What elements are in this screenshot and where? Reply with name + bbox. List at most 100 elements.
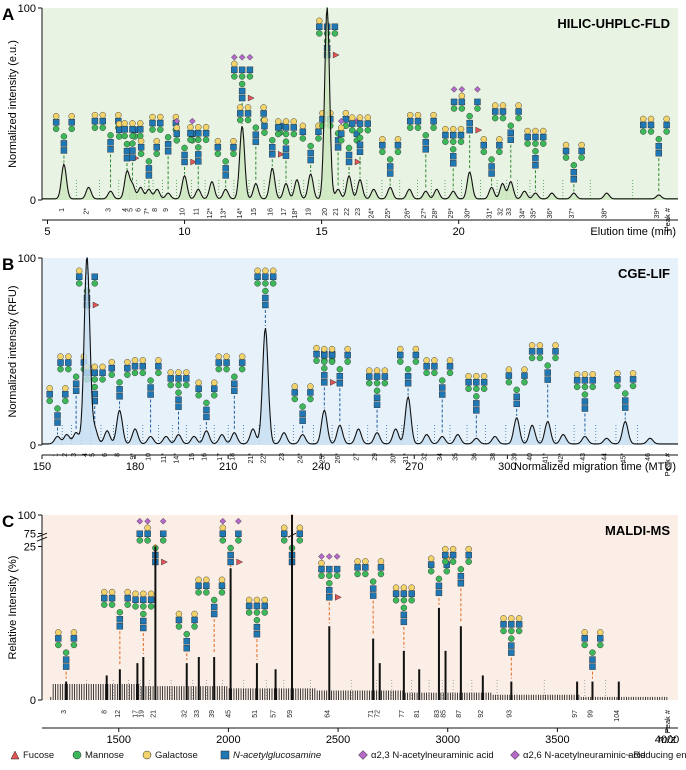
y-tick-label: 0 (30, 195, 36, 207)
mannose-icon (315, 135, 322, 142)
galactose-icon (137, 120, 144, 127)
fucose-icon (278, 150, 285, 158)
glcnac-icon (210, 603, 218, 611)
fucose-icon (247, 94, 255, 102)
glcnac-icon (364, 120, 371, 127)
peak-label: 21 (333, 208, 340, 216)
galactose-icon (131, 357, 139, 364)
mannose-icon (75, 280, 83, 287)
glycan-structure (245, 596, 268, 638)
glcnac-icon (508, 649, 515, 656)
galactose-icon (282, 118, 290, 125)
galactose-icon (414, 111, 422, 119)
mannose-icon (640, 128, 647, 135)
peak-label: 12 (115, 710, 122, 718)
mannose-icon (521, 379, 528, 386)
mannose-icon (508, 627, 515, 635)
glcnac-icon (629, 376, 637, 383)
galactose-icon (364, 114, 371, 121)
mannose-icon (203, 399, 210, 407)
glcnac-icon (423, 363, 430, 370)
glcnac-icon (261, 122, 268, 130)
glycan-structure (573, 371, 596, 412)
sialic-acid-icon (246, 53, 254, 61)
glcnac-icon (373, 401, 381, 408)
glcnac-icon (397, 351, 404, 359)
mannose-icon (227, 544, 234, 552)
glycan-structure (108, 358, 131, 400)
glcnac-icon (282, 145, 290, 152)
mannose-icon (203, 589, 210, 596)
peak-label: 8 (102, 710, 109, 714)
mannose-icon (321, 358, 328, 365)
mannose-icon (663, 128, 670, 135)
fucose-icon (354, 158, 362, 166)
glycan-structure (581, 629, 604, 670)
legend-label: α2,6 N-acetylneuraminic acid (523, 750, 646, 761)
sialic-acid-icon (189, 117, 196, 125)
glcnac-icon (439, 384, 446, 391)
glcnac-icon (238, 359, 246, 366)
glcnac-icon (187, 129, 194, 137)
glcnac-icon (473, 378, 480, 386)
galactose-icon (91, 111, 99, 119)
peak-label: 23 (279, 453, 286, 461)
glcnac-icon (214, 143, 222, 151)
glcnac-icon (108, 594, 116, 602)
glcnac-icon (450, 160, 457, 167)
glcnac-icon (578, 147, 585, 155)
trace-line (42, 257, 678, 445)
mannose-icon (528, 354, 536, 362)
glcnac-icon (75, 273, 83, 280)
mannose-icon (262, 287, 269, 295)
glcnac-icon (307, 156, 314, 164)
glcnac-icon (253, 630, 261, 638)
galactose-icon (101, 588, 108, 596)
peak-label: 32 (498, 208, 505, 216)
mannose-icon (373, 387, 381, 394)
sialic-acid-icon (238, 53, 246, 61)
glcnac-icon (356, 141, 364, 149)
glcnac-icon (164, 148, 172, 155)
peak-label: 16 (267, 208, 274, 216)
mannose-icon (345, 144, 353, 152)
mannose-icon (72, 373, 80, 380)
glcnac-icon (203, 406, 210, 414)
glcnac-icon (227, 551, 234, 559)
galactose-icon (115, 120, 123, 128)
mannose-icon (356, 126, 364, 134)
mannose-icon (532, 148, 539, 155)
peak-label: 33 (506, 208, 513, 216)
glcnac-icon (181, 151, 188, 159)
peak-label: 16 (201, 453, 208, 461)
glcnac-icon (394, 142, 402, 149)
peak-label: 10 (180, 208, 187, 216)
panel-a: 1 2* 3 45 6 7* 8 9 10 11 12* 13* 14* 15 16 17 18* 19 20 21 2… (2, 3, 678, 238)
glcnac-icon (60, 140, 68, 147)
mannose-icon (430, 124, 437, 131)
glcnac-icon (220, 751, 230, 760)
galactose-icon (663, 115, 670, 123)
mannose-icon (439, 377, 446, 384)
peak-label: 32 (422, 453, 429, 461)
mannose-icon (338, 137, 345, 144)
glcnac-icon (450, 98, 458, 106)
glcnac-icon (115, 126, 123, 134)
galactose-icon (427, 555, 435, 562)
mannose-icon (400, 597, 408, 604)
mannose-icon (326, 580, 333, 587)
peak-label: 25* (319, 453, 326, 464)
glcnac-icon (435, 582, 443, 590)
mannose-icon (435, 575, 443, 583)
glcnac-icon (153, 143, 160, 151)
panel-letter: B (2, 255, 14, 274)
glycan-profile-figure: 1 2* 3 45 6 7* 8 9 10 11 12* 13* 14* 15 16 17 18* 19 20 21 2… (2, 3, 679, 746)
glcnac-icon (446, 363, 454, 370)
glcnac-icon (129, 147, 136, 154)
glcnac-icon (457, 573, 465, 580)
x-tick-label: 180 (126, 461, 144, 473)
glcnac-icon (227, 558, 234, 566)
mannose-icon (336, 366, 344, 373)
galactose-icon (458, 92, 466, 100)
peak-label: 27* (421, 208, 428, 219)
